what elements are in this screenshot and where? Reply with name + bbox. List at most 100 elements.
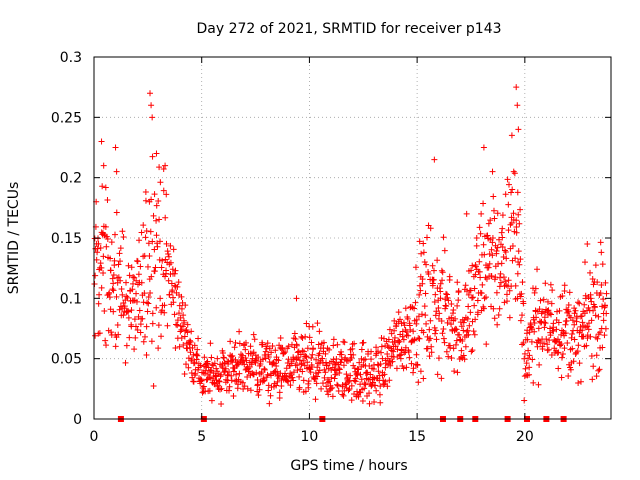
data-point — [376, 391, 383, 398]
data-point — [593, 352, 600, 359]
data-point — [180, 317, 187, 324]
data-point — [288, 360, 295, 367]
data-point — [171, 311, 178, 318]
data-point — [316, 350, 323, 357]
data-point — [432, 291, 439, 298]
data-point — [143, 228, 150, 235]
data-point — [417, 287, 424, 294]
data-point — [484, 232, 491, 239]
data-point — [396, 316, 403, 323]
data-point — [517, 317, 524, 324]
data-point — [267, 392, 274, 399]
data-point — [94, 245, 101, 252]
data-point — [532, 285, 539, 292]
data-point — [123, 342, 130, 349]
data-point — [277, 335, 284, 342]
data-point — [393, 365, 400, 372]
data-point — [500, 253, 507, 260]
data-point — [329, 393, 336, 400]
data-point — [355, 366, 362, 373]
data-point — [168, 280, 175, 287]
data-point — [154, 243, 161, 250]
data-point — [525, 347, 532, 354]
data-point — [357, 371, 364, 378]
data-point — [259, 341, 266, 348]
data-point — [584, 323, 591, 330]
data-point — [252, 357, 259, 364]
data-point — [546, 310, 553, 317]
data-point — [182, 302, 189, 309]
data-point — [523, 360, 530, 367]
data-point — [136, 237, 143, 244]
data-point — [190, 378, 197, 385]
data-point — [251, 336, 258, 343]
data-point — [319, 380, 326, 387]
data-point — [541, 340, 548, 347]
data-point — [407, 326, 414, 333]
data-point — [335, 387, 342, 394]
data-point — [156, 164, 163, 171]
data-point — [259, 356, 266, 363]
data-point — [432, 327, 439, 334]
data-point — [391, 338, 398, 345]
data-point — [476, 258, 483, 265]
data-point — [591, 304, 598, 311]
data-point — [178, 293, 185, 300]
data-point — [588, 353, 595, 360]
data-point — [585, 304, 592, 311]
data-point — [592, 312, 599, 319]
data-point — [402, 305, 409, 312]
data-point — [599, 261, 606, 268]
data-point — [103, 243, 110, 250]
data-point — [276, 342, 283, 349]
data-point — [345, 378, 352, 385]
data-point — [590, 363, 597, 370]
data-point — [117, 277, 124, 284]
data-point — [248, 359, 255, 366]
y-tick-label: 0 — [73, 412, 82, 428]
data-point — [503, 255, 510, 262]
data-point — [126, 334, 133, 341]
data-point — [141, 290, 148, 297]
data-point — [443, 303, 450, 310]
data-point — [517, 293, 524, 300]
data-point — [200, 383, 207, 390]
data-point — [195, 335, 202, 342]
data-point — [452, 315, 459, 322]
data-point — [309, 351, 316, 358]
data-point — [386, 377, 393, 384]
data-point — [346, 386, 353, 393]
data-point — [155, 322, 162, 329]
data-point — [218, 400, 225, 407]
data-point — [304, 345, 311, 352]
data-point — [539, 345, 546, 352]
data-point — [266, 359, 273, 366]
data-point — [137, 263, 144, 270]
data-point — [141, 333, 148, 340]
data-point — [550, 320, 557, 327]
data-point — [405, 349, 412, 356]
data-point — [522, 365, 529, 372]
data-point — [129, 280, 136, 287]
data-point — [477, 230, 484, 237]
data-point — [250, 331, 257, 338]
data-point — [95, 300, 102, 307]
data-point — [333, 355, 340, 362]
data-point — [348, 397, 355, 404]
data-point — [106, 294, 113, 301]
data-point — [519, 312, 526, 319]
data-point — [490, 305, 497, 312]
data-point — [493, 289, 500, 296]
data-point — [160, 187, 167, 194]
data-point — [291, 330, 298, 337]
data-point — [514, 270, 521, 277]
data-point — [267, 370, 274, 377]
data-point — [342, 381, 349, 388]
data-point — [247, 387, 254, 394]
data-point — [481, 251, 488, 258]
data-point — [199, 384, 206, 391]
data-point — [300, 377, 307, 384]
data-point — [427, 317, 434, 324]
data-point — [531, 289, 538, 296]
